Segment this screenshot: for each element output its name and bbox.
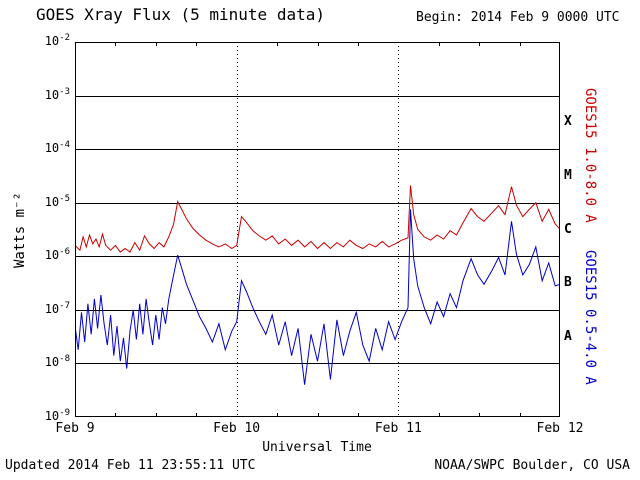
x-tick-label: Feb 10	[213, 421, 261, 436]
xray-flux-plot	[74, 42, 561, 417]
flare-class-label-A: A	[564, 328, 572, 344]
series-label-short-channel: GOES15 0.5-4.0 A	[582, 250, 598, 385]
flare-class-label-B: B	[564, 275, 572, 291]
chart-title: GOES Xray Flux (5 minute data)	[36, 5, 325, 24]
series-line-goes15-0.5-4.0-a	[74, 209, 561, 385]
y-tick-label: 10-2	[44, 33, 70, 48]
y-tick-label: 10-9	[44, 408, 70, 423]
y-tick-label: 10-4	[44, 140, 70, 156]
begin-time-label: Begin: 2014 Feb 9 0000 UTC	[416, 10, 620, 25]
x-axis-title: Universal Time	[262, 440, 372, 455]
plot-area	[74, 42, 561, 417]
source-attribution: NOAA/SWPC Boulder, CO USA	[434, 458, 630, 473]
y-tick-label: 10-3	[44, 86, 70, 102]
plot-frame	[75, 42, 560, 417]
flare-class-label-X: X	[564, 114, 572, 130]
x-tick-label: Feb 12	[536, 421, 584, 436]
y-tick-label: 10-6	[44, 247, 70, 263]
y-tick-label: 10-7	[44, 300, 70, 316]
x-tick-label: Feb 9	[55, 421, 95, 436]
flare-class-label-C: C	[564, 221, 572, 237]
updated-timestamp: Updated 2014 Feb 11 23:55:11 UTC	[5, 458, 256, 473]
flare-class-label-M: M	[564, 167, 572, 183]
y-tick-label: 10-5	[44, 193, 70, 209]
series-line-goes15-1.0-8.0-a	[74, 185, 561, 253]
x-tick-label: Feb 11	[374, 421, 422, 436]
series-label-long-channel: GOES15 1.0-8.0 A	[582, 88, 598, 223]
y-tick-label: 10-8	[44, 354, 70, 370]
